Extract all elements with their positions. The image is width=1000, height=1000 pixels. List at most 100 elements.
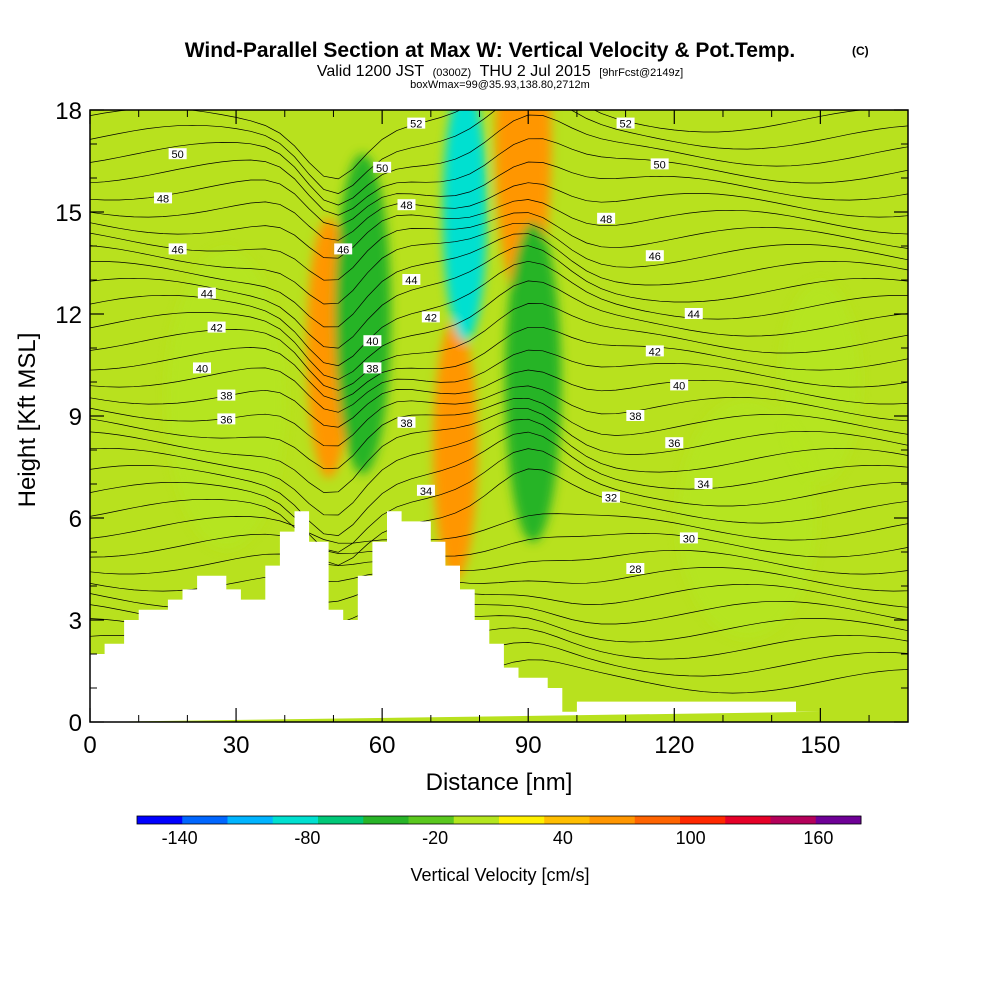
velocity-region-1 (433, 320, 478, 580)
isentrope-line (90, 110, 865, 180)
isentrope-line (90, 260, 908, 367)
theta-label: 40 (192, 362, 211, 375)
isentrope-line (90, 138, 908, 216)
theta-isentropes: 50 48 46 44 42 40 38 36 52 50 48 46 44 42 40 38 38 34 52 50… (90, 110, 908, 707)
theta-label: 44 (684, 308, 703, 321)
svg-text:34: 34 (420, 486, 432, 498)
theta-label: 40 (363, 335, 382, 348)
svg-text:40: 40 (196, 363, 208, 375)
velocity-zone-1 (677, 398, 818, 638)
colorbar-label: Vertical Velocity [cm/s] (410, 865, 589, 885)
theta-label: 50 (373, 161, 392, 175)
isentrope-line (90, 326, 908, 402)
theta-label: 34 (694, 478, 713, 491)
colorbar-swatch (227, 816, 274, 824)
theta-label: 52 (407, 117, 426, 131)
svg-text:46: 46 (337, 244, 349, 256)
terrain-mask (90, 511, 821, 722)
theta-label: 44 (402, 274, 421, 287)
colorbar-tick-label: -140 (162, 828, 198, 848)
x-axis-label: Distance [nm] (426, 769, 573, 796)
theta-label: 46 (334, 243, 353, 256)
svg-text:50: 50 (376, 163, 388, 175)
theta-label: 42 (207, 321, 226, 335)
valid-time-line: Valid 1200 JST (0300Z) THU 2 Jul 2015 [9… (317, 63, 683, 80)
colorbar-tick-label: 160 (803, 828, 833, 848)
isentrope-line (90, 397, 908, 470)
isentrope-line (90, 567, 908, 592)
colorbar-swatch (272, 816, 319, 824)
svg-text:38: 38 (220, 391, 232, 403)
chart-title: Wind-Parallel Section at Max W: Vertical… (185, 39, 796, 62)
isentrope-line (90, 418, 908, 516)
colorbar-swatch (589, 816, 636, 824)
theta-label: 50 (650, 158, 669, 171)
isentrope-line (90, 468, 908, 566)
x-tick-label: 90 (515, 732, 542, 759)
y-tick-label: 0 (69, 710, 82, 737)
colorbar-swatch (770, 816, 817, 824)
isentrope-line (90, 549, 908, 575)
svg-text:30: 30 (683, 533, 695, 545)
theta-label: 36 (217, 413, 236, 426)
isentrope-line (90, 182, 908, 241)
x-tick-label: 0 (83, 732, 96, 759)
svg-text:48: 48 (600, 214, 612, 226)
theta-label: 48 (397, 199, 416, 212)
svg-text:36: 36 (668, 438, 680, 450)
isentrope-line (90, 245, 908, 349)
theta-label: 46 (645, 250, 664, 263)
y-tick-label: 9 (69, 404, 82, 431)
colorbar-swatch (453, 816, 500, 824)
isentrope-line (90, 408, 908, 493)
colorbar-swatch (815, 816, 862, 824)
svg-text:52: 52 (410, 119, 422, 131)
y-tick-label: 3 (69, 608, 82, 635)
colorbar-swatch (363, 816, 409, 824)
colorbar-swatch (725, 816, 771, 824)
svg-text:46: 46 (172, 244, 184, 256)
theta-label: 42 (645, 345, 664, 358)
isentrope-line (90, 222, 908, 305)
colorbar-swatch (318, 816, 364, 824)
x-tick-label: 60 (369, 732, 396, 759)
svg-text:46: 46 (649, 251, 661, 263)
isentrope-line (90, 114, 908, 206)
isentrope-line (90, 161, 908, 227)
x-tick-label: 30 (223, 732, 250, 759)
colorbar-swatch (408, 816, 455, 824)
velocity-region-5 (505, 222, 562, 542)
colorbar-swatch (137, 816, 183, 824)
isentrope-line (90, 349, 908, 413)
theta-label: 44 (197, 287, 216, 301)
colorbar: -140 -80 -20 40 100 160 (136, 815, 862, 848)
theta-label: 32 (601, 491, 620, 505)
plot-area: 50 48 46 44 42 40 38 36 52 50 48 46 44 42 40 38 38 34 52 50… (90, 110, 908, 722)
svg-text:52: 52 (619, 119, 631, 131)
colorbar-swatch (499, 816, 545, 824)
svg-text:42: 42 (649, 346, 661, 358)
velocity-field (166, 110, 861, 638)
theta-label: 38 (363, 362, 382, 375)
isentrope-line (90, 233, 908, 328)
svg-text:38: 38 (400, 418, 412, 430)
chart-title-units: (C) (852, 44, 869, 58)
colorbar-tick-label: -20 (422, 828, 448, 848)
isentrope-line (90, 110, 908, 194)
velocity-region-3 (334, 154, 391, 474)
svg-text:44: 44 (688, 309, 700, 321)
colorbar-tick-label: 40 (553, 828, 573, 848)
colorbar-swatch (182, 816, 228, 824)
isentrope-line (90, 532, 908, 558)
y-tick-label: 15 (55, 200, 82, 227)
theta-label: 38 (217, 389, 236, 403)
theta-label: 48 (154, 192, 173, 205)
theta-label: 50 (168, 148, 187, 161)
theta-label: 40 (670, 379, 689, 392)
svg-text:38: 38 (366, 363, 378, 375)
theta-label: 34 (416, 484, 435, 498)
theta-label: 36 (665, 437, 684, 450)
y-tick-label: 6 (69, 506, 82, 533)
